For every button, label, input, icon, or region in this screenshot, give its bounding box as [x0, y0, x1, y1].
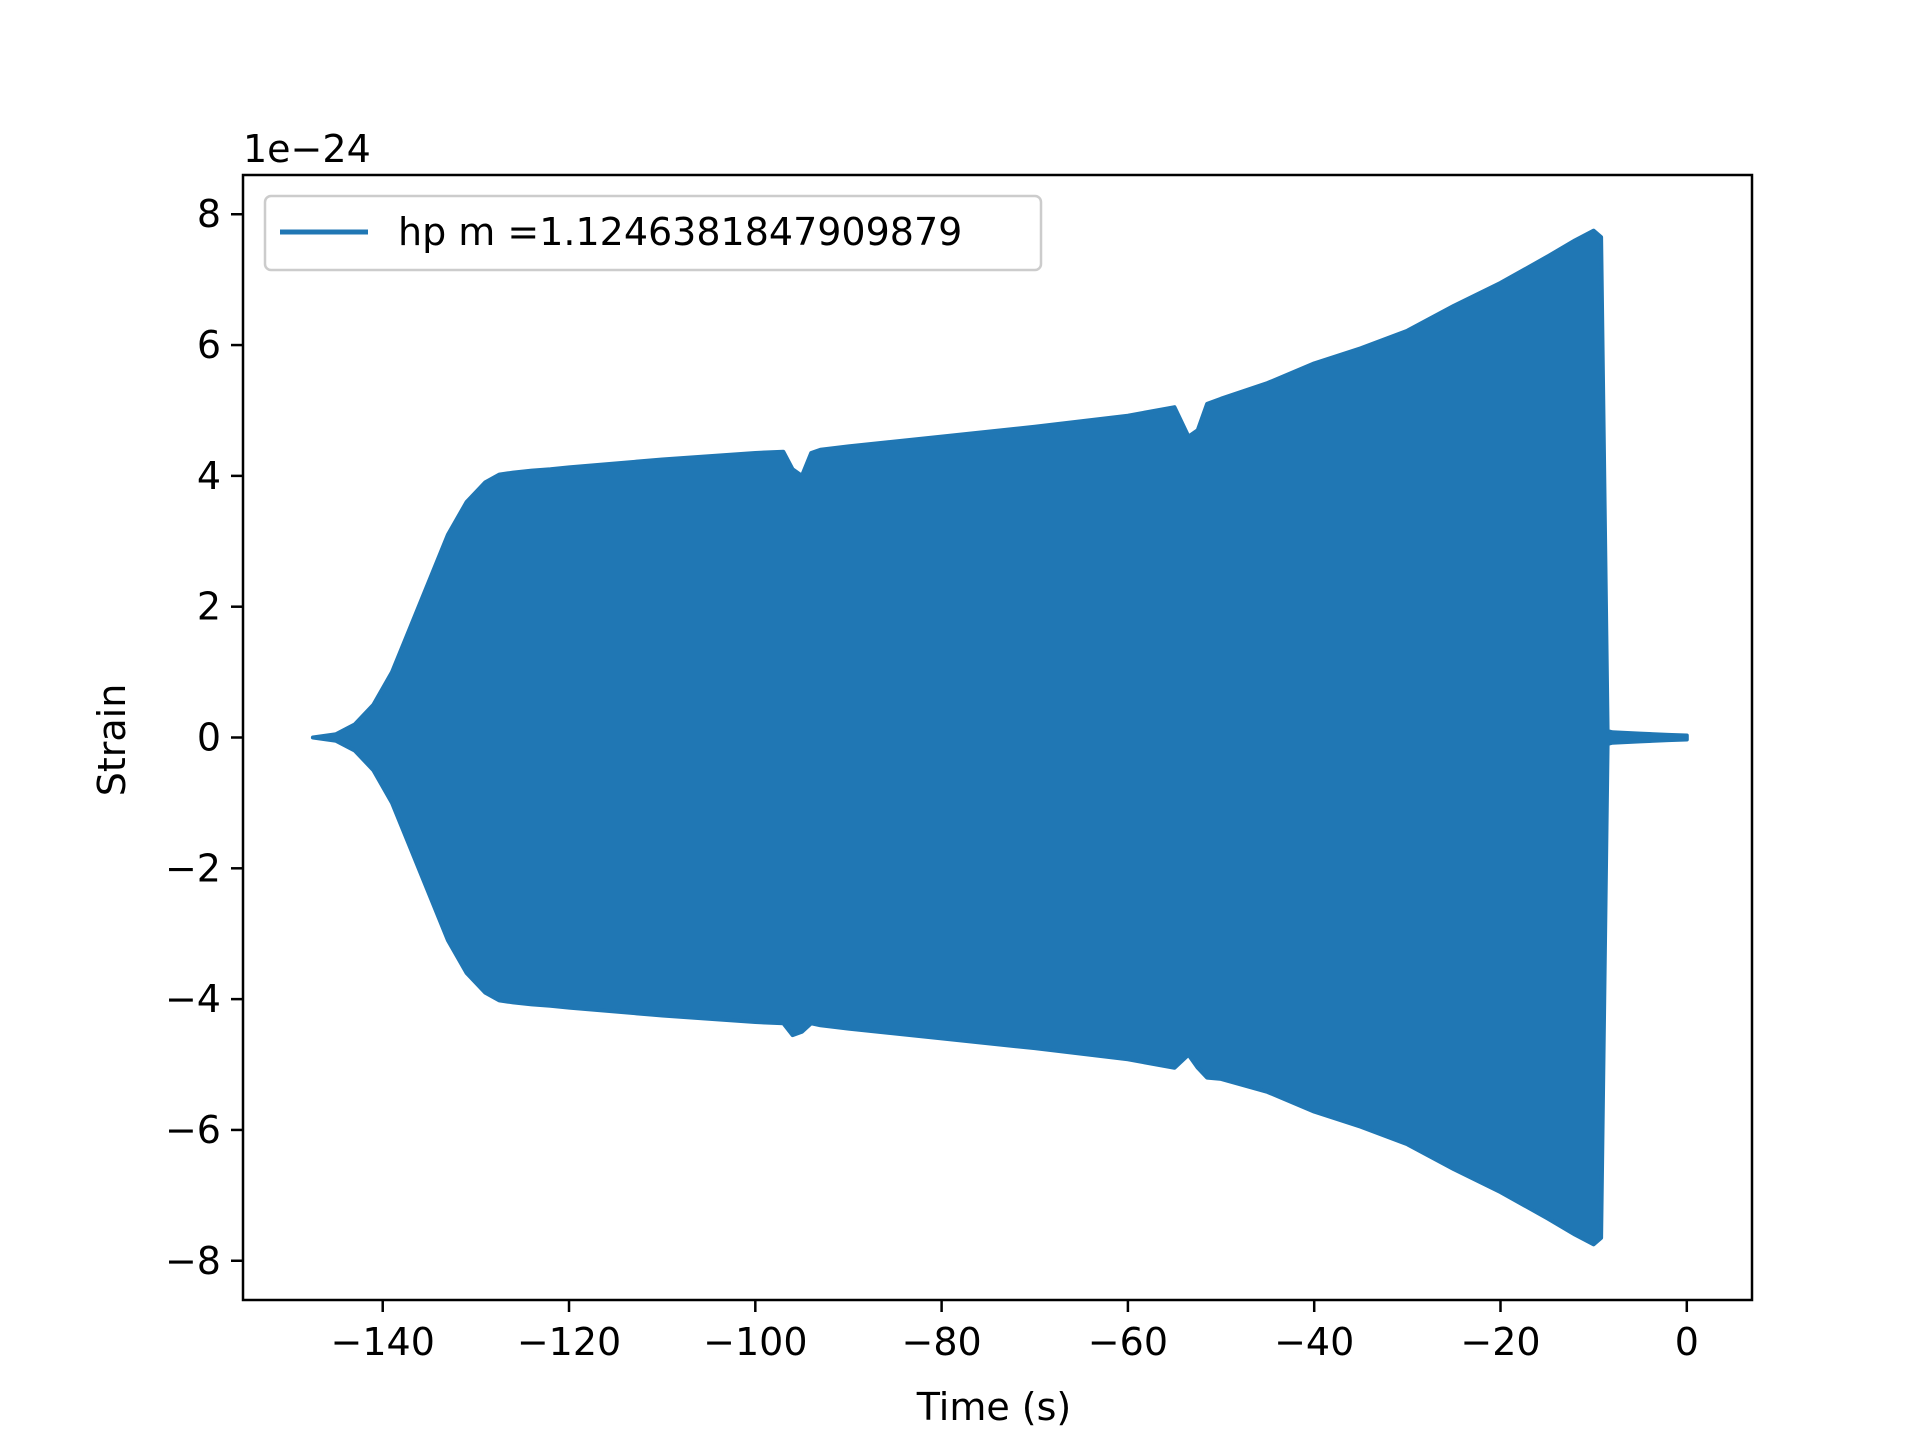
x-axis: −140 −120 −100 −80 −60 −40 −20 0	[331, 1300, 1699, 1364]
y-scale-label: 1e−24	[243, 127, 371, 171]
x-tick-label: −100	[703, 1320, 807, 1364]
y-tick-label: 6	[197, 323, 221, 367]
y-tick-label: 4	[197, 454, 221, 498]
x-tick-label: −40	[1274, 1320, 1354, 1364]
x-tick-label: −60	[1088, 1320, 1168, 1364]
plot-area	[241, 173, 1754, 1302]
series-hp-waveform	[310, 228, 1689, 1247]
y-axis-label: Strain	[90, 684, 134, 797]
x-tick-label: 0	[1675, 1320, 1699, 1364]
legend-box	[263, 194, 1043, 272]
y-tick-label: −4	[165, 977, 221, 1021]
y-tick-label: −2	[165, 846, 221, 890]
y-tick-label: 0	[197, 716, 221, 760]
legend: hp m =1.1246381847909879	[263, 194, 1043, 272]
x-tick-label: −120	[517, 1320, 621, 1364]
x-tick-label: −80	[902, 1320, 982, 1364]
x-axis-label: Time (s)	[916, 1385, 1072, 1429]
x-tick-label: −20	[1460, 1320, 1540, 1364]
y-tick-label: −8	[165, 1239, 221, 1283]
x-tick-label: −140	[331, 1320, 435, 1364]
y-tick-label: 2	[197, 585, 221, 629]
y-tick-label: −6	[165, 1108, 221, 1152]
legend-label: hp m =1.1246381847909879	[398, 210, 962, 254]
y-axis: −8 −6 −4 −2 0 2 4 6 8	[165, 192, 243, 1283]
y-tick-label: 8	[197, 192, 221, 236]
